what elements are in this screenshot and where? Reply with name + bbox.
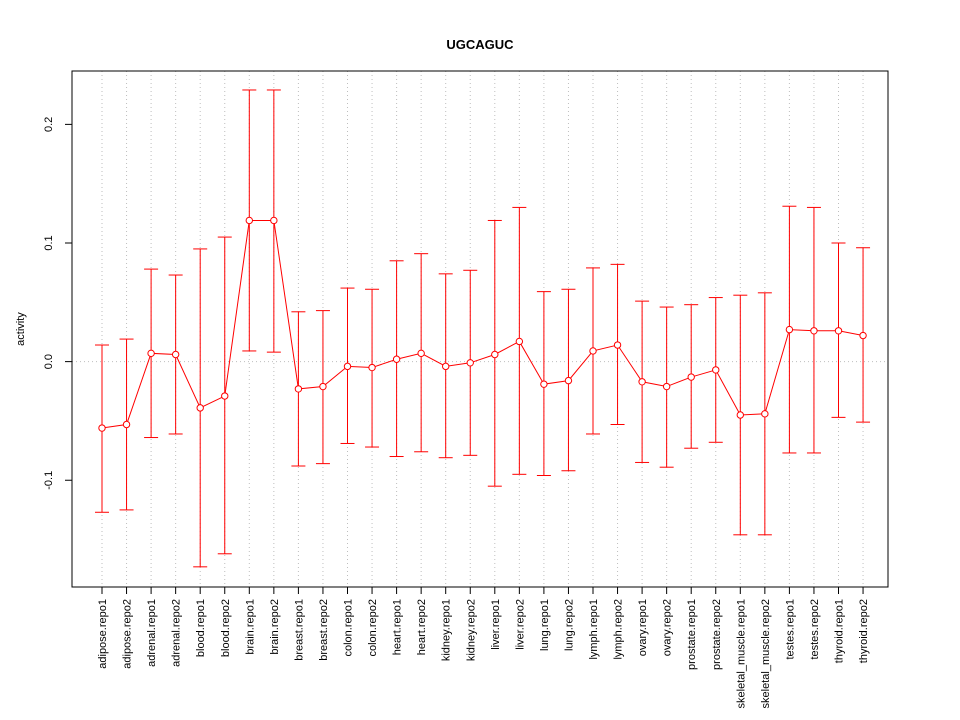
x-tick-label: heart.repo2 [416,599,428,655]
x-tick-label: ovary.repo2 [662,599,674,656]
data-point [613,341,622,349]
series-activity [95,89,871,568]
x-tick-label: thyroid.repo1 [834,599,846,663]
data-point [736,411,744,419]
x-tick-label: brain.repo2 [269,599,281,655]
series-line [101,219,864,429]
x-tick-label: prostate.repo1 [686,599,698,670]
x-tick-label: colon.repo1 [343,599,355,657]
data-point [147,349,155,358]
chart-title: UGCAGUC [446,37,514,52]
plot-frame [71,70,889,588]
x-tick-label: skeletal_muscle.repo2 [760,599,772,708]
x-axis: adipose.repo1 adipose.repo2 adrenal.repo1 a… [97,587,870,708]
x-tick-label: adrenal.repo2 [171,599,183,667]
data-point [442,362,450,371]
x-tick-label: adipose.repo1 [97,599,109,669]
data-point [122,420,131,429]
x-tick-label: breast.repo2 [318,599,330,661]
x-tick-label: testes.repo1 [784,599,796,660]
x-tick-label: colon.repo2 [367,599,379,657]
data-point [785,325,794,334]
data-point [761,410,769,418]
x-tick-label: liver.repo1 [490,599,502,650]
data-point [98,424,106,432]
x-tick-label: kidney.repo1 [441,599,453,661]
data-point [319,382,327,391]
data-point [196,404,204,412]
x-tick-label: liver.repo2 [514,599,526,650]
x-tick-label: breast.repo1 [293,599,305,661]
data-point [392,355,401,363]
data-point [859,331,867,340]
x-tick-label: lymph.repo1 [588,599,600,660]
grid [72,71,888,587]
data-point [540,380,548,388]
y-tick-label: 0.1 [43,235,55,250]
data-point [368,363,376,372]
x-tick-label: adipose.repo2 [122,599,134,669]
data-point [294,385,303,393]
data-point [417,349,425,358]
data-point [221,392,229,400]
x-tick-label: kidney.repo2 [465,599,477,661]
x-tick-label: prostate.repo2 [711,599,723,670]
data-point [712,366,720,374]
data-point [564,376,573,385]
data-point [687,373,695,381]
x-tick-label: ovary.repo1 [637,599,649,656]
x-tick-label: adrenal.repo1 [146,599,158,667]
data-point [245,216,254,225]
y-tick-label: -0.1 [43,471,55,490]
data-point [515,337,524,346]
data-point [466,359,474,367]
data-point [662,382,671,391]
data-point [834,327,843,335]
x-tick-label: blood.repo2 [220,599,232,657]
y-axis-label: activity [15,312,27,346]
data-point [589,347,597,355]
x-tick-label: skeletal_muscle.repo1 [735,599,747,708]
data-point [343,362,352,371]
x-tick-label: lymph.repo2 [613,599,625,660]
x-tick-label: lung.repo2 [563,599,575,651]
data-point [810,327,818,335]
y-tick-label: 0.2 [43,117,55,132]
y-tick-label: 0.0 [43,354,55,369]
x-tick-label: heart.repo1 [392,599,404,655]
y-axis: -0.1 0.0 0.1 0.2 [43,117,72,490]
x-tick-label: thyroid.repo2 [858,599,870,663]
data-point [491,350,499,359]
x-tick-label: brain.repo1 [244,599,256,655]
data-point [270,216,278,225]
x-tick-label: testes.repo2 [809,599,821,660]
x-tick-label: blood.repo1 [195,599,207,657]
data-point [171,350,180,359]
x-tick-label: lung.repo1 [539,599,551,651]
data-point [638,378,646,386]
